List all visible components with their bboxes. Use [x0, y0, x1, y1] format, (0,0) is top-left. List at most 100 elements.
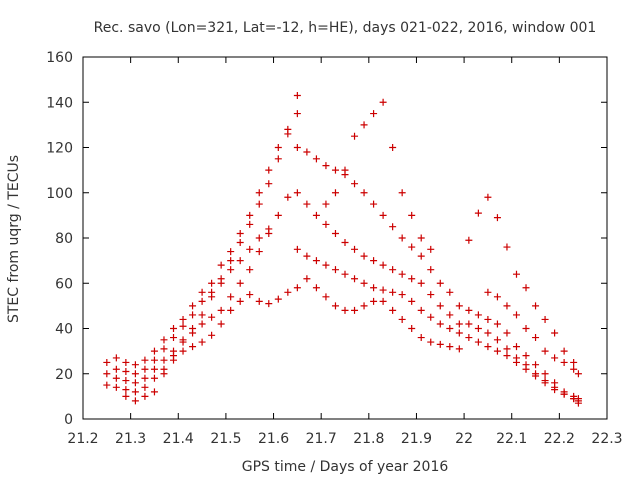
data-point [436, 279, 444, 287]
data-point [284, 288, 292, 296]
data-point [370, 200, 378, 208]
y-tick-label: 120 [46, 141, 73, 157]
data-point [227, 306, 235, 314]
data-point [179, 338, 187, 346]
data-point [293, 110, 301, 118]
data-point [284, 193, 292, 201]
data-point [322, 200, 330, 208]
data-point [503, 243, 511, 251]
data-point [541, 315, 549, 323]
data-point [265, 180, 273, 188]
data-point [198, 320, 206, 328]
chart-title: Rec. savo (Lon=321, Lat=-12, h=HE), days… [94, 20, 597, 36]
data-point [227, 257, 235, 265]
data-point [436, 320, 444, 328]
data-point [341, 270, 349, 278]
x-tick-label: 21.9 [401, 431, 432, 447]
data-point [398, 189, 406, 197]
data-point [574, 395, 582, 403]
data-point [160, 356, 168, 364]
data-point [574, 370, 582, 378]
data-point [398, 234, 406, 242]
data-point [436, 302, 444, 310]
data-point [274, 155, 282, 163]
data-point [293, 144, 301, 151]
x-tick-label: 21.5 [210, 431, 241, 447]
data-point [255, 234, 263, 242]
y-tick-label: 20 [55, 367, 73, 383]
data-point [522, 325, 530, 332]
data-point [408, 243, 416, 251]
data-point [360, 302, 368, 310]
data-point [389, 266, 397, 274]
data-point [131, 379, 139, 387]
data-point [303, 275, 311, 283]
data-point [551, 354, 559, 362]
data-point [112, 383, 120, 391]
data-point [570, 365, 578, 373]
data-point [122, 367, 130, 375]
data-point [322, 162, 330, 170]
data-point [484, 315, 492, 323]
data-point [474, 338, 482, 346]
data-point [293, 91, 301, 99]
data-point [417, 334, 425, 342]
data-point [179, 315, 187, 323]
data-point [379, 261, 387, 269]
data-point [455, 302, 463, 310]
data-point [512, 358, 520, 366]
data-point [436, 340, 444, 348]
data-point [160, 345, 168, 353]
data-point [227, 266, 235, 274]
data-point [351, 306, 359, 314]
data-point [217, 306, 225, 314]
data-point [331, 302, 339, 310]
data-point [512, 311, 520, 319]
data-point [484, 193, 492, 201]
data-point [379, 286, 387, 294]
y-tick-label: 0 [64, 412, 73, 428]
data-point [189, 302, 197, 310]
data-point [551, 386, 559, 394]
data-point [417, 279, 425, 287]
data-point [503, 302, 511, 310]
data-point [455, 345, 463, 353]
data-point [370, 110, 378, 118]
data-point [227, 248, 235, 256]
data-point [265, 225, 273, 233]
x-tick-label: 22.2 [544, 431, 575, 447]
data-point [236, 297, 244, 305]
data-point [370, 284, 378, 292]
data-point [532, 361, 540, 369]
data-point [150, 388, 158, 396]
data-point [560, 390, 568, 398]
data-point [560, 358, 568, 366]
data-point [493, 293, 501, 301]
axis-ticks: 21.2 21.3 21.4 21.5 21.6 21.7 21.8 21.9 22 22.1 22… [46, 50, 622, 447]
data-point [360, 189, 368, 197]
data-point [141, 392, 149, 400]
data-point [112, 354, 120, 362]
data-point [303, 252, 311, 260]
data-point [379, 297, 387, 305]
data-point [131, 361, 139, 369]
data-point [312, 257, 320, 265]
data-point [284, 125, 292, 133]
data-point [474, 325, 482, 332]
data-point [331, 166, 339, 174]
data-point [322, 293, 330, 301]
data-point [427, 338, 435, 346]
data-point [112, 365, 120, 373]
data-point [141, 365, 149, 373]
y-tick-label: 140 [46, 95, 73, 111]
data-point [131, 370, 139, 378]
data-point [522, 365, 530, 373]
data-point [312, 155, 320, 163]
x-tick-label: 21.8 [353, 431, 384, 447]
data-point [389, 223, 397, 231]
data-point [198, 297, 206, 305]
data-point [217, 261, 225, 269]
data-point [208, 331, 216, 339]
data-point [446, 343, 454, 351]
data-point [131, 397, 139, 405]
